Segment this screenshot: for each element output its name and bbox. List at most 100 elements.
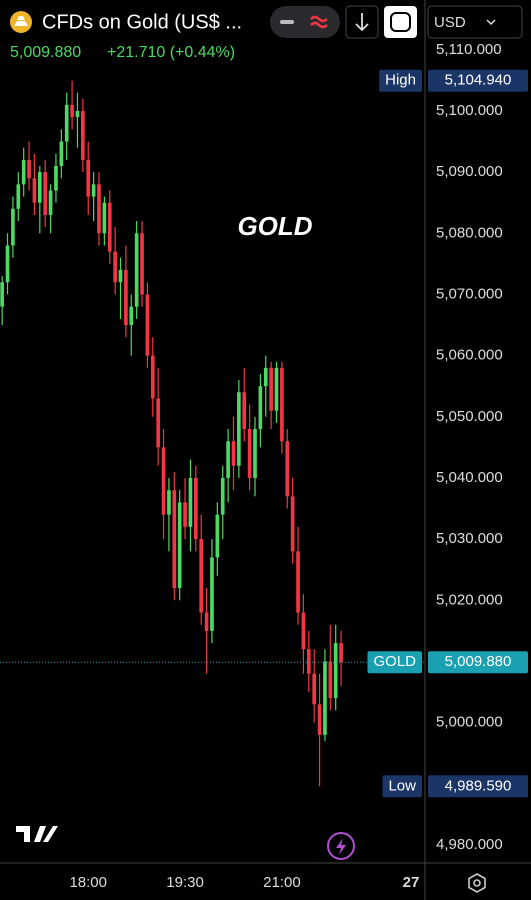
alert-icon <box>336 838 346 855</box>
y-tick-label: 5,100.000 <box>436 102 503 119</box>
candle-body <box>183 502 187 527</box>
x-tick-label: 19:30 <box>166 874 204 891</box>
candle-body <box>177 502 182 589</box>
candle-body <box>242 392 247 430</box>
candle-body <box>339 643 343 663</box>
candle-body <box>258 386 263 430</box>
symbol-title[interactable]: CFDs on Gold (US$ ... <box>42 11 242 33</box>
candle-body <box>91 184 96 197</box>
candle-body <box>0 282 4 307</box>
candle-body <box>285 441 290 497</box>
candle-body <box>81 110 85 160</box>
download-button[interactable] <box>345 5 379 39</box>
candle-body <box>43 172 48 215</box>
candle-body <box>54 166 58 191</box>
candle-body <box>140 233 144 295</box>
candle-body <box>290 496 295 552</box>
dropdown-icon <box>486 19 496 26</box>
toggle-icon <box>310 15 328 29</box>
candle-body <box>253 429 257 478</box>
candle-body <box>11 208 15 246</box>
marker-value-box <box>428 775 528 798</box>
candle-body <box>215 514 220 558</box>
marker-name-box <box>379 69 422 92</box>
fullscreen-button[interactable] <box>384 6 417 38</box>
x-tick-label: 21:00 <box>263 874 301 891</box>
marker-name-box <box>367 651 422 674</box>
y-tick-label: 5,110.000 <box>436 41 502 58</box>
y-tick-label: 4,980.000 <box>436 836 503 853</box>
candle-body <box>226 441 230 478</box>
candle-body <box>75 110 80 118</box>
candle-body <box>102 202 107 234</box>
candle-body <box>172 490 177 589</box>
x-tick-label: 18:00 <box>69 874 107 891</box>
y-tick-label: 5,020.000 <box>436 591 503 608</box>
candle-body <box>86 159 91 197</box>
gold-bars <box>14 16 28 26</box>
candle-body <box>64 104 69 142</box>
settings-icon <box>473 879 481 887</box>
candle-body <box>145 294 150 356</box>
marker-name: High <box>385 72 416 89</box>
watermark: GOLD <box>237 211 312 241</box>
candle-body <box>134 233 139 307</box>
candle-body <box>150 355 155 399</box>
currency: USD <box>434 14 466 31</box>
candle-body <box>301 612 306 650</box>
candle-body <box>16 184 21 209</box>
y-tick-label: 5,070.000 <box>436 285 503 302</box>
y-tick-label: 5,080.000 <box>436 224 503 241</box>
candle-body <box>199 539 204 613</box>
candle-body <box>231 441 236 466</box>
candle-body <box>333 643 338 699</box>
candle-body <box>328 661 333 699</box>
marker-name: Low <box>388 777 416 794</box>
candle-body <box>70 104 74 118</box>
y-tick-label: 5,030.000 <box>436 530 503 547</box>
toggle-icon <box>280 20 294 24</box>
candle-body <box>247 429 252 478</box>
currency-select[interactable] <box>427 5 523 39</box>
candle-body <box>188 477 193 527</box>
candle-body <box>156 398 160 448</box>
marker-name: GOLD <box>373 653 416 670</box>
candle-body <box>124 269 128 326</box>
download-icon <box>355 13 369 32</box>
y-tick-label: 5,040.000 <box>436 469 503 486</box>
marker-name-box <box>382 775 422 798</box>
marker-value: 4,989.590 <box>445 777 512 794</box>
candle-body <box>296 551 300 613</box>
candle-body <box>97 184 101 234</box>
candle-body <box>237 392 241 466</box>
candle-body <box>274 367 279 411</box>
candle-body <box>306 649 311 674</box>
candle-body <box>32 178 37 203</box>
marker-value: 5,009.880 <box>445 653 512 670</box>
alert-button[interactable] <box>327 832 355 860</box>
x-tick-label: 27 <box>403 874 420 891</box>
candle-body <box>59 141 64 167</box>
chart-type-toggle[interactable] <box>270 6 340 38</box>
candle-body <box>21 159 26 185</box>
candle-body <box>317 704 322 735</box>
settings-button[interactable] <box>468 873 486 893</box>
candle-body <box>113 251 117 283</box>
candle-body <box>161 447 166 515</box>
candle-body <box>167 490 171 515</box>
candle-body <box>27 159 31 179</box>
candles <box>0 80 343 787</box>
candle-body <box>204 612 209 631</box>
candle-body <box>220 477 225 515</box>
y-tick-label: 5,090.000 <box>436 163 503 180</box>
marker-value-box <box>428 69 528 92</box>
candle-body <box>312 673 317 705</box>
candle-body <box>107 202 112 252</box>
y-tick-label: 5,050.000 <box>436 408 503 425</box>
fullscreen-icon <box>390 12 411 32</box>
candle-body <box>269 367 273 411</box>
last-price: 5,009.880 <box>10 44 81 61</box>
